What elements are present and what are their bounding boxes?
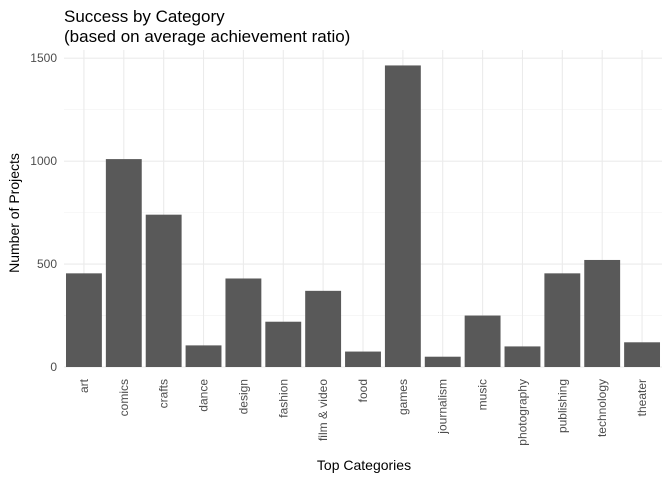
x-tick-label: art	[77, 378, 91, 393]
y-axis-title: Number of Projects	[6, 153, 22, 273]
bar-comics	[105, 159, 142, 367]
bar-technology	[584, 259, 621, 367]
y-tick-label: 1500	[30, 51, 57, 65]
chart-title-line-1: Success by Category	[64, 7, 225, 26]
x-tick-label: fashion	[276, 379, 290, 418]
bar-theater	[624, 342, 661, 367]
bar-food	[345, 351, 381, 367]
y-axis-tick-labels: 0 500 1000 1500	[30, 51, 57, 374]
bar-music	[464, 315, 501, 367]
bar-film-video	[305, 290, 342, 367]
x-tick-label: games	[396, 379, 410, 415]
x-tick-label: journalism	[436, 379, 450, 435]
x-tick-label: crafts	[157, 379, 171, 408]
y-tick-label: 1000	[30, 154, 57, 168]
bar-publishing	[544, 273, 581, 367]
bars	[65, 65, 661, 368]
x-tick-label: technology	[595, 379, 609, 437]
x-axis-title: Top Categories	[317, 457, 411, 473]
x-tick-label: photography	[515, 379, 529, 446]
x-tick-label: publishing	[555, 379, 569, 433]
bar-design	[225, 278, 262, 367]
x-tick-label: comics	[117, 379, 131, 416]
bar-art	[65, 273, 102, 367]
x-tick-label: music	[476, 379, 490, 410]
bar-dance	[185, 345, 222, 367]
bar-fashion	[265, 321, 302, 367]
x-tick-label: dance	[197, 379, 211, 412]
y-tick-label: 0	[50, 360, 57, 374]
y-tick-label: 500	[37, 257, 57, 271]
x-axis-tick-labels: art comics crafts dance design fashion film & …	[77, 378, 649, 445]
bar-photography	[504, 346, 541, 367]
bar-crafts	[145, 214, 182, 367]
x-tick-label: theater	[635, 379, 649, 416]
bar-games	[384, 65, 421, 368]
chart-title-line-2: (based on average achievement ratio)	[64, 27, 350, 46]
bar-journalism	[424, 356, 461, 367]
x-tick-label: design	[236, 379, 250, 414]
x-tick-label: food	[356, 379, 370, 402]
x-tick-label: film & video	[316, 379, 330, 441]
